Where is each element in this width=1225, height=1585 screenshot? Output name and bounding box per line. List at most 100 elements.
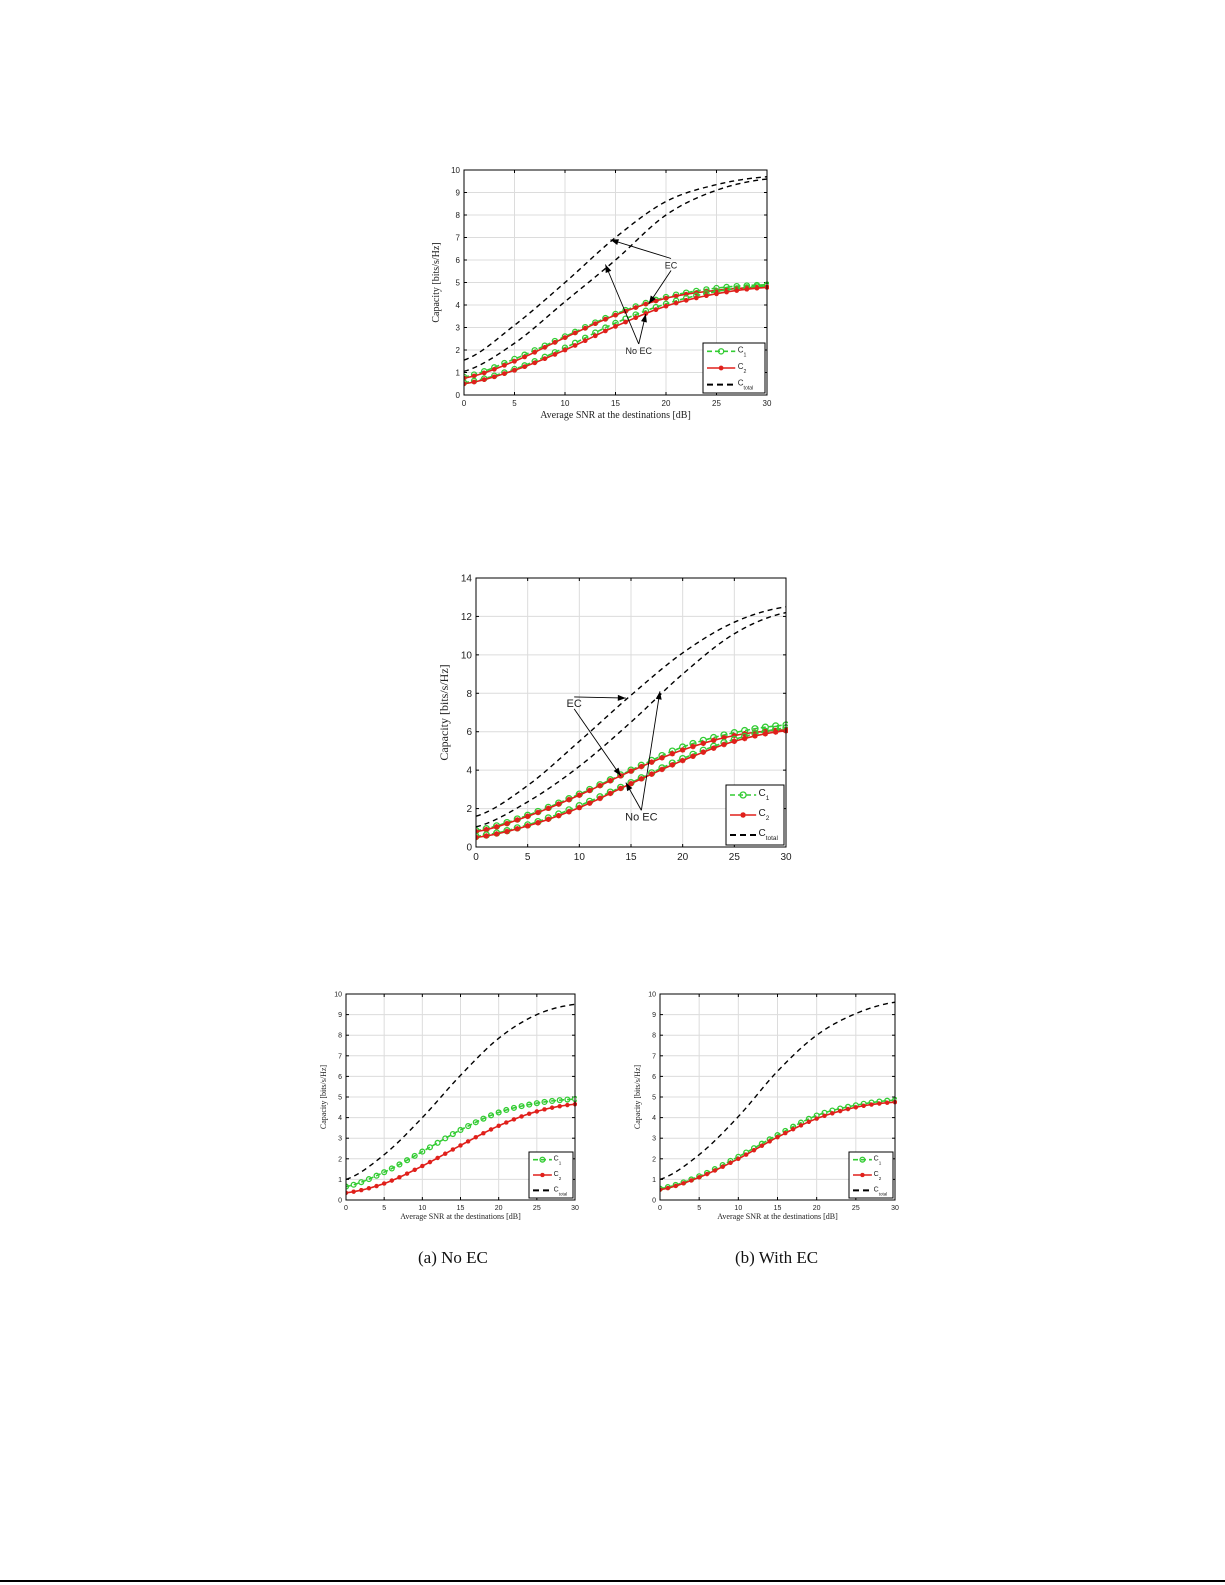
svg-text:No EC: No EC	[625, 346, 652, 356]
y-tick-label: 8	[652, 1033, 656, 1040]
y-tick-label: 3	[338, 1136, 342, 1143]
legend-item-c1: C1	[730, 788, 770, 802]
axes-frame	[659, 993, 896, 1201]
plot-area	[464, 176, 769, 387]
series-c-total	[660, 1001, 896, 1181]
y-axis-label: Capacity [bits/s/Hz]	[633, 1065, 642, 1130]
x-tick-label: 20	[677, 852, 689, 863]
arrow-icon	[610, 239, 619, 245]
series-c-total-ec-	[476, 606, 787, 817]
figure-3b-with-ec-plot: 0 5 10 15 20 25 30 0 1 2 3 4 5 6 7 8 9 10 Average SNR at t…	[625, 985, 910, 1225]
svg-text:C2: C2	[874, 1171, 882, 1181]
y-tick-label: 4	[338, 1115, 342, 1122]
x-tick-label: 0	[658, 1205, 662, 1212]
figure-2-capacity-plot: 0 5 10 15 20 25 30 0 2 4 6 8 10 12 14 Capacity [bits/s/…	[425, 565, 805, 875]
y-tick-label: 5	[652, 1094, 656, 1101]
y-tick-label: 9	[338, 1012, 342, 1019]
y-tick-label: 0	[466, 843, 472, 854]
x-tick-label: 30	[780, 852, 792, 863]
annotation-ec: EC	[567, 694, 626, 777]
y-tick-label: 7	[652, 1053, 656, 1060]
y-tick-label: 3	[652, 1136, 656, 1143]
y-tick-label: 12	[461, 612, 473, 623]
chart-fig1: 0 5 10 15 20 25 30 0 1 2 3 4 5 6 7 8 9 10 Average SNR at t…	[431, 166, 772, 421]
y-tick-label: 4	[456, 301, 461, 310]
y-axis-label: Capacity [bits/s/Hz]	[319, 1065, 328, 1130]
y-tick-label: 4	[466, 766, 472, 777]
y-tick-label: 0	[456, 391, 461, 400]
x-tick-label: 25	[852, 1205, 860, 1212]
arrow-icon	[625, 782, 633, 792]
y-axis-label: Capacity [bits/s/Hz]	[437, 664, 451, 760]
svg-text:C2: C2	[758, 808, 769, 822]
arrow-icon	[617, 694, 626, 701]
y-tick-label: 9	[456, 188, 461, 197]
x-axis-label: Average SNR at the destinations [dB]	[400, 1212, 521, 1221]
legend-item-ctotal: Ctotal	[533, 1186, 567, 1196]
y-tick-label: 5	[338, 1094, 342, 1101]
y-tick-label: 6	[466, 727, 472, 738]
legend-item-c2: C2	[730, 808, 770, 822]
svg-text:Ctotal: Ctotal	[554, 1186, 568, 1196]
svg-text:C1: C1	[758, 788, 769, 802]
legend: C1 C2 Ctotal	[848, 1151, 894, 1199]
x-tick-label: 20	[495, 1205, 503, 1212]
y-tick-label: 14	[461, 574, 473, 585]
plot-area	[346, 1003, 577, 1195]
y-tick-label: 2	[338, 1156, 342, 1163]
y-tick-label: 7	[338, 1053, 342, 1060]
svg-text:C1: C1	[738, 345, 747, 358]
caption-b: (b) With EC	[735, 1248, 819, 1267]
y-tick-label: 5	[456, 278, 461, 287]
y-tick-label: 6	[652, 1074, 656, 1081]
y-tick-label: 10	[648, 991, 656, 998]
annotation-ec: EC	[610, 239, 678, 305]
x-tick-label: 10	[574, 852, 586, 863]
y-tick-label: 10	[451, 166, 460, 175]
axes-frame	[463, 169, 768, 396]
x-tick-label: 10	[734, 1205, 742, 1212]
arrow-icon	[648, 295, 656, 304]
legend-item-ctotal: Ctotal	[853, 1186, 887, 1196]
x-tick-label: 15	[774, 1205, 782, 1212]
y-tick-label: 8	[338, 1033, 342, 1040]
y-tick-label: 0	[652, 1197, 656, 1204]
x-tick-label: 30	[571, 1205, 579, 1212]
x-tick-label: 5	[382, 1205, 386, 1212]
x-tick-label: 20	[813, 1205, 821, 1212]
chart-fig2: 0 5 10 15 20 25 30 0 2 4 6 8 10 12 14 Capacity [bits/s/…	[437, 574, 792, 864]
svg-text:C1: C1	[874, 1156, 882, 1166]
figure-1-capacity-plot: 0 5 10 15 20 25 30 0 1 2 3 4 5 6 7 8 9 10 Average SNR at t…	[420, 155, 800, 430]
legend-item-c1: C1	[853, 1156, 882, 1166]
x-axis-label: Average SNR at the destinations [dB]	[540, 410, 691, 421]
y-tick-label: 1	[338, 1177, 342, 1184]
svg-text:C2: C2	[738, 362, 747, 375]
series-c-total-no-ec-	[464, 178, 768, 373]
arrow-icon	[605, 264, 612, 274]
x-tick-label: 10	[418, 1205, 426, 1212]
y-tick-label: 2	[652, 1156, 656, 1163]
x-tick-label: 30	[891, 1205, 899, 1212]
svg-text:No EC: No EC	[625, 811, 657, 823]
y-tick-label: 10	[334, 991, 342, 998]
axes-frame	[345, 993, 576, 1201]
figure-3a-no-ec-plot: 0 5 10 15 20 25 30 0 1 2 3 4 5 6 7 8 9 10 Average SNR at t…	[310, 985, 590, 1225]
y-tick-label: 8	[466, 689, 472, 700]
x-tick-label: 30	[763, 399, 772, 408]
series-c-2	[346, 1102, 577, 1195]
x-axis-label: Average SNR at the destinations [dB]	[717, 1212, 838, 1221]
x-tick-label: 5	[512, 399, 517, 408]
legend-item-c2: C2	[533, 1171, 562, 1181]
y-tick-label: 9	[652, 1012, 656, 1019]
page-bottom-rule	[0, 1580, 1225, 1582]
series-c-2	[660, 1099, 897, 1192]
y-tick-label: 6	[338, 1074, 342, 1081]
series-c-total	[346, 1003, 576, 1181]
legend-item-c1: C1	[707, 345, 747, 358]
x-tick-label: 0	[344, 1205, 348, 1212]
legend-item-c2: C2	[707, 362, 747, 375]
y-tick-label: 4	[652, 1115, 656, 1122]
